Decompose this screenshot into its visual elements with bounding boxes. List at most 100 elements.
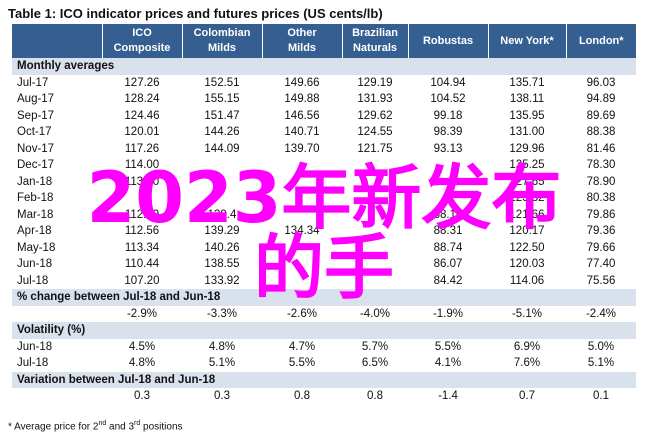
table-cell: 84.42 bbox=[433, 274, 463, 287]
table-cell bbox=[342, 157, 408, 174]
table-cell: 127.65 bbox=[509, 175, 545, 188]
table-cell: 117.26 bbox=[124, 142, 160, 155]
table-cell: 129.19 bbox=[357, 76, 393, 89]
table-cell: 129.62 bbox=[357, 109, 393, 122]
table-cell: 114.00 bbox=[124, 159, 160, 172]
table-cell: -2.6% bbox=[286, 307, 318, 320]
row-label: Oct-17 bbox=[17, 126, 52, 139]
column-header bbox=[12, 24, 102, 58]
table-cell: 107.20 bbox=[124, 274, 160, 287]
table-cell: 123.82 bbox=[509, 192, 545, 205]
row-label: Jan-18 bbox=[17, 175, 53, 188]
row-label: Feb-18 bbox=[17, 192, 54, 205]
row-label: Mar-18 bbox=[17, 208, 54, 221]
table-cell: 4.8% bbox=[128, 357, 156, 370]
table-row: Jul-18 4.8% 5.1% 5.5% 6.5% 4.1% 7.6% 5.1% bbox=[12, 355, 636, 372]
column-header: Colombian Milds bbox=[181, 24, 262, 58]
column-header-line2: Milds bbox=[287, 42, 317, 54]
table-cell bbox=[182, 190, 262, 207]
table-cell: 0.1 bbox=[593, 390, 609, 403]
table-cell: 79.86 bbox=[586, 208, 616, 221]
table-cell bbox=[262, 157, 342, 174]
table-cell: 99.18 bbox=[433, 109, 463, 122]
table-row: -2.9% -3.3% -2.6% -4.0% -1.9% -5.1% -2.4% bbox=[12, 306, 636, 323]
table-cell: 127.26 bbox=[124, 76, 160, 89]
table-cell: 124.55 bbox=[357, 126, 393, 139]
column-header-line2: Composite bbox=[113, 42, 171, 54]
table-cell: 138.11 bbox=[509, 93, 545, 106]
table-cell: 0.3 bbox=[134, 390, 150, 403]
table-cell: 86.07 bbox=[433, 258, 463, 271]
table-cell: 135.95 bbox=[509, 109, 545, 122]
table-cell: 88.74 bbox=[433, 241, 463, 254]
table-cell: 0.3 bbox=[214, 390, 230, 403]
table-cell: 120.17 bbox=[509, 225, 545, 238]
table-cell bbox=[262, 207, 342, 224]
table-cell: 129.96 bbox=[509, 142, 545, 155]
table-cell: 110.44 bbox=[124, 258, 160, 271]
table-cell: 144.26 bbox=[204, 126, 240, 139]
column-header-line1: Other bbox=[287, 27, 317, 39]
table-cell: 5.1% bbox=[208, 357, 236, 370]
table-cell: 139.29 bbox=[204, 225, 240, 238]
table-cell: 78.90 bbox=[586, 175, 616, 188]
table-cell bbox=[102, 190, 182, 207]
table-cell: -2.4% bbox=[585, 307, 617, 320]
table-cell bbox=[182, 174, 262, 191]
table-cell: 0.7 bbox=[519, 390, 535, 403]
row-label: Sep-17 bbox=[17, 109, 55, 122]
column-header-line2: Milds bbox=[207, 42, 237, 54]
column-header: Brazilian Naturals bbox=[341, 24, 408, 58]
table-cell: 112.99 bbox=[124, 208, 160, 221]
table-cell: 149.88 bbox=[284, 93, 320, 106]
table-cell: 98.39 bbox=[433, 126, 463, 139]
table-cell: 4.8% bbox=[208, 340, 236, 353]
table-cell: 124.46 bbox=[124, 109, 160, 122]
table-cell: 139.4 bbox=[207, 208, 237, 221]
table-cell: 131.00 bbox=[509, 126, 545, 139]
table-cell: -3.3% bbox=[206, 307, 238, 320]
table-cell bbox=[262, 240, 342, 257]
table-cell: 77.40 bbox=[586, 258, 616, 271]
table-cell: 79.66 bbox=[586, 241, 616, 254]
table-cell bbox=[342, 256, 408, 273]
row-label: May-18 bbox=[17, 241, 56, 254]
table-cell bbox=[342, 207, 408, 224]
row-label: Jun-18 bbox=[17, 340, 53, 353]
table-cell: 6.5% bbox=[361, 357, 389, 370]
row-label: Jun-18 bbox=[17, 258, 53, 271]
table-row: Apr-18 112.56 139.29 134.34 88.31 120.17 79.36 bbox=[12, 223, 636, 240]
table-cell: 120.01 bbox=[124, 126, 160, 139]
table-cell bbox=[342, 190, 408, 207]
table-cell: 128.24 bbox=[124, 93, 160, 106]
table-cell: 140.71 bbox=[284, 126, 320, 139]
table-cell: 122.50 bbox=[509, 241, 545, 254]
table-cell: 79.36 bbox=[586, 225, 616, 238]
table-cell: 139.70 bbox=[284, 142, 320, 155]
table-cell: 104.52 bbox=[430, 93, 466, 106]
section-label: Monthly averages bbox=[12, 58, 636, 75]
table-cell: 146.56 bbox=[284, 109, 320, 122]
table-cell: 5.5% bbox=[434, 340, 462, 353]
column-header: London* bbox=[565, 24, 636, 58]
price-table: ICO Composite Colombian Milds Other Milds Braz… bbox=[12, 24, 636, 405]
section-label: % change between Jul-18 and Jun-18 bbox=[12, 289, 636, 306]
table-cell: 113.34 bbox=[124, 241, 160, 254]
table-cell: 5.7% bbox=[361, 340, 389, 353]
column-header-line1: ICO bbox=[132, 27, 152, 39]
table-cell: 134.34 bbox=[284, 225, 320, 238]
row-label: Jul-17 bbox=[17, 76, 49, 89]
table-cell: 125.25 bbox=[509, 159, 545, 172]
table-row: Mar-18 112.99 139.4 88.18 121.66 79.86 bbox=[12, 207, 636, 224]
table-cell bbox=[262, 174, 342, 191]
column-header-line1: London* bbox=[578, 34, 624, 47]
table-cell: 0.8 bbox=[294, 390, 310, 403]
header-row: ICO Composite Colombian Milds Other Milds Braz… bbox=[12, 24, 636, 58]
table-cell bbox=[408, 157, 488, 174]
table-cell: 5.0% bbox=[587, 340, 615, 353]
table-cell: 89.69 bbox=[586, 109, 616, 122]
table-cell bbox=[342, 174, 408, 191]
table-cell: 5.5% bbox=[288, 357, 316, 370]
table-title: Table 1: ICO indicator prices and future… bbox=[8, 6, 383, 21]
table-row: Jul-17 127.26 152.51 149.66 129.19 104.94 135.… bbox=[12, 75, 636, 92]
